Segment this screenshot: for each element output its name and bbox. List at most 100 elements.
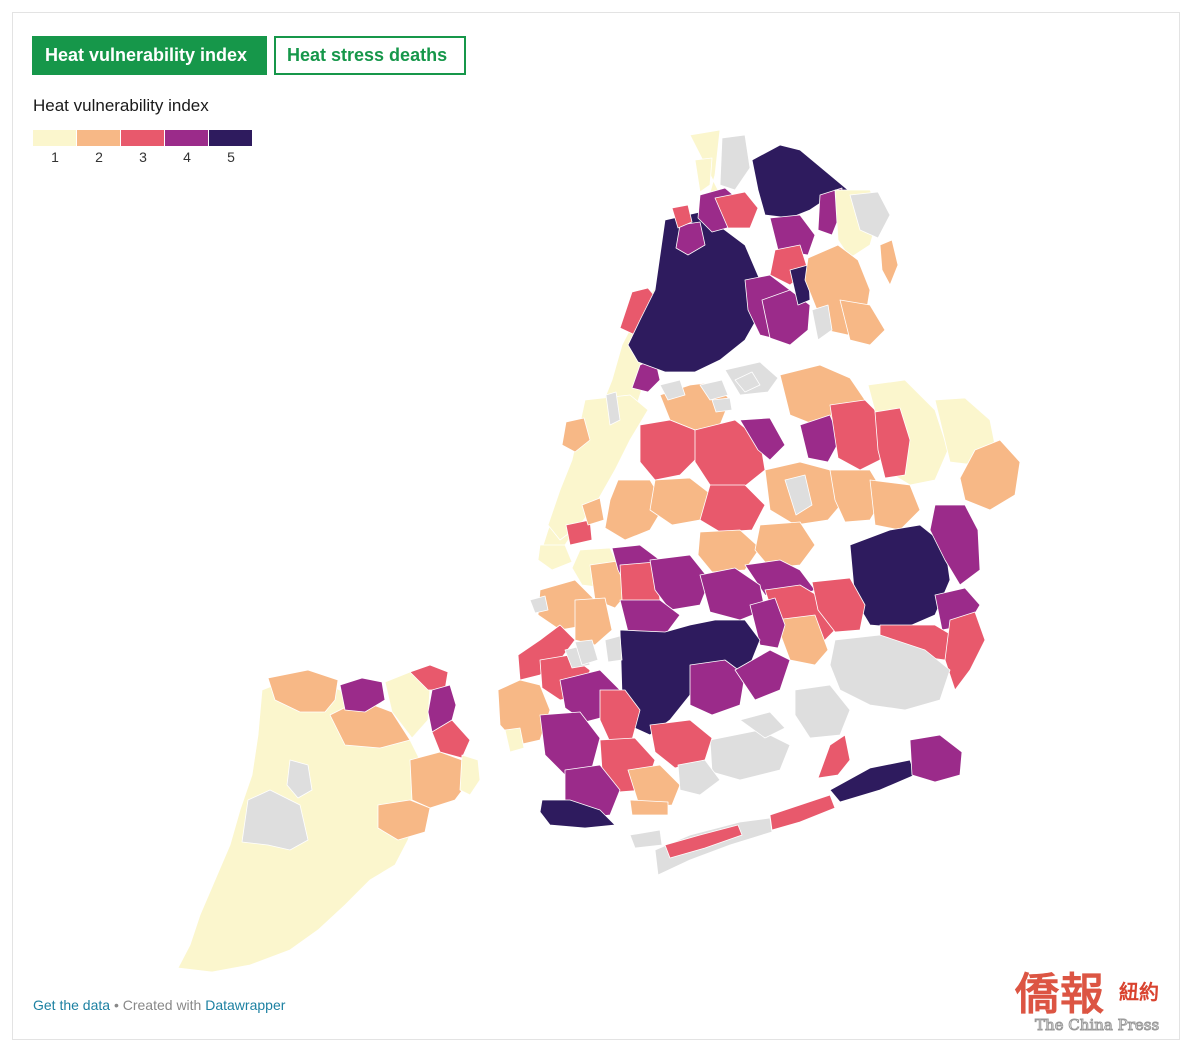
bx-northwest-red <box>714 191 759 229</box>
qn-breezy-gray <box>654 817 773 876</box>
legend-item-4: 4 <box>165 130 209 165</box>
qn-astoria-small-gray <box>734 371 761 393</box>
qn-broadchannel-red <box>817 734 851 779</box>
legend-swatch-2 <box>77 130 120 146</box>
si-park-gray-2 <box>286 759 313 799</box>
bx-east-orange-2 <box>839 299 886 346</box>
bk-floyd-gray <box>677 759 721 796</box>
borough-staten-island <box>177 664 481 973</box>
bk-navy-gray <box>574 639 599 666</box>
si-light-east <box>459 754 481 796</box>
mn-gray-north <box>719 134 751 191</box>
qn-jamaica-bay-gray-3 <box>739 711 786 739</box>
randalls-gray <box>659 379 686 401</box>
legend-title: Heat vulnerability index <box>33 96 209 115</box>
bx-park-gray <box>811 304 833 341</box>
bk-brownsville-purple <box>689 659 746 716</box>
qn-lic-light <box>604 479 666 541</box>
legend-label-2: 2 <box>95 149 103 165</box>
qn-kennedy-gray <box>829 634 951 711</box>
legend-color-scale: 1 2 3 4 5 <box>33 130 253 165</box>
si-park-gray <box>241 789 309 851</box>
legend-swatch-1 <box>33 130 76 146</box>
mn-les-red <box>565 519 593 546</box>
qn-hollis-purple <box>929 504 981 586</box>
si-north-purple <box>339 677 386 713</box>
si-stapleton-red <box>431 719 471 759</box>
bx-east-dark <box>789 264 811 306</box>
qn-jh-purple <box>739 417 786 461</box>
rikers-gray <box>699 379 729 401</box>
bk-prospect-gray <box>604 635 623 663</box>
bk-ridgewood-purple <box>649 554 711 611</box>
bk-coney-dark <box>539 799 616 829</box>
tab-heat-vulnerability-index[interactable]: Heat vulnerability index <box>32 36 267 75</box>
si-north-red <box>409 664 449 691</box>
legend-label-3: 3 <box>139 149 147 165</box>
chart-frame <box>12 12 1180 1040</box>
bx-pelham-gray <box>849 191 891 239</box>
qn-ne-orange <box>959 439 1021 511</box>
qn-bayside-red <box>874 407 911 479</box>
qn-rockaway-red <box>769 794 836 831</box>
governors-gray <box>529 595 549 614</box>
legend-label-1: 1 <box>51 149 59 165</box>
legend-item-1: 1 <box>33 130 77 165</box>
bk-small-light <box>504 727 525 753</box>
bx-central-purple <box>769 214 816 256</box>
qn-jackson-red <box>694 419 766 491</box>
qn-flushing-purple <box>799 414 841 463</box>
legend-swatch-4 <box>165 130 208 146</box>
watermark-chinese: 僑報 <box>1015 969 1105 1020</box>
legend-item-5: 5 <box>209 130 253 165</box>
mn-light-inwood <box>694 157 713 193</box>
footer-separator: • Created with <box>110 997 206 1013</box>
qn-corona-red <box>699 484 766 533</box>
qn-kew-orange <box>869 479 921 531</box>
qn-ozone-orange <box>774 614 829 666</box>
qn-woodhaven-orange <box>754 521 816 569</box>
tab-heat-stress-deaths[interactable]: Heat stress deaths <box>274 36 466 75</box>
qn-jamaica-bay-gray-1 <box>709 729 791 781</box>
bk-canarsie-purple <box>734 649 791 701</box>
qn-jamaica-bay-gray-2 <box>794 684 851 739</box>
bk-gerritsen-gray <box>629 829 663 849</box>
bx-northwest-purple <box>675 221 706 256</box>
bx-city-island <box>879 239 899 286</box>
china-press-watermark: 僑報 紐約 The China Press <box>1015 958 1165 1038</box>
get-the-data-link[interactable]: Get the data <box>33 997 111 1013</box>
qn-rockaway-purple <box>909 734 963 783</box>
watermark-english: The China Press <box>1034 1016 1160 1035</box>
watermark-chinese-small: 紐約 <box>1119 980 1159 1004</box>
legend-item-3: 3 <box>121 130 165 165</box>
islands <box>529 379 733 614</box>
mn-park-gray <box>605 391 621 426</box>
legend-item-2: 2 <box>77 130 121 165</box>
qn-fm-gray <box>784 474 813 516</box>
north-bro-gray <box>711 397 733 413</box>
legend-swatch-5 <box>209 130 252 146</box>
qn-whitestone-red <box>829 399 886 471</box>
datawrapper-link[interactable]: Datawrapper <box>205 997 286 1013</box>
mn-midtown-orange <box>561 417 591 453</box>
chart-footer: Get the data • Created with Datawrapper <box>33 997 285 1013</box>
legend-label-5: 5 <box>227 149 235 165</box>
qn-astoria-red <box>639 419 701 481</box>
qn-ridgewood-orange <box>697 529 761 573</box>
borough-queens <box>604 361 1021 876</box>
map-toggle-tabs: Heat vulnerability index Heat stress dea… <box>32 36 466 75</box>
bk-brighton-orange <box>629 799 669 816</box>
qn-sjamaica-red-2 <box>811 577 866 633</box>
bk-parkslope-orange <box>574 597 613 646</box>
legend-label-4: 4 <box>183 149 191 165</box>
qn-breezy-red <box>664 824 743 859</box>
borough-brooklyn <box>497 544 791 849</box>
bx-red-midwest <box>671 204 693 229</box>
si-west-shore <box>267 669 339 713</box>
qn-laurelton-red <box>944 611 986 691</box>
si-east-orange-2 <box>377 799 431 841</box>
mn-les-orange <box>581 497 605 526</box>
mn-lower-light <box>537 544 573 571</box>
borough-bronx <box>627 144 899 373</box>
bk-bensonhurst-purple <box>539 711 601 776</box>
